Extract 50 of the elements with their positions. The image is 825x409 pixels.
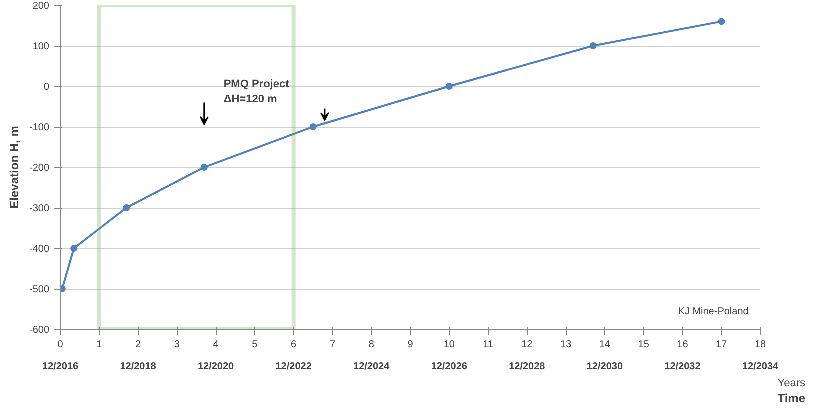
x-tick-label: 18	[754, 340, 766, 350]
x-tick-label: 8	[368, 340, 375, 350]
point	[590, 42, 597, 50]
y-tick-label: 0	[44, 82, 50, 93]
y-tick-label: -400	[29, 244, 50, 255]
point	[718, 18, 726, 26]
x2-tick-label: 12/2026	[431, 362, 468, 372]
point	[310, 124, 317, 130]
point	[200, 164, 208, 171]
x-tick-label: 6	[291, 340, 298, 350]
point	[446, 83, 453, 90]
x-tick-label: 9	[408, 340, 414, 350]
point	[70, 245, 78, 252]
x-tick-label: 13	[560, 340, 572, 350]
x-tick-label: 14	[599, 340, 611, 350]
x2-tick-label: 12/2028	[509, 362, 546, 372]
x-tick-label: 3	[174, 340, 180, 350]
x-tick-label: 15	[638, 340, 650, 350]
x-tick-label: 12	[522, 340, 534, 350]
x-tick-label: 5	[252, 340, 258, 350]
annotation: PMQ Project ΔH=120 m	[224, 78, 290, 106]
x-tick-label: 4	[213, 340, 220, 350]
annotation: KJ Mine-Poland	[678, 306, 749, 318]
x2-tick-label: 12/2018	[120, 362, 157, 372]
x-tick-label: 11	[483, 340, 494, 350]
x2-axis-title: Time	[778, 392, 806, 406]
x-tick-label: 0	[58, 340, 64, 350]
y-tick-label: -200	[29, 163, 50, 174]
x2-tick-label: 12/2032	[664, 362, 702, 372]
point	[123, 204, 130, 212]
y-tick-label: -300	[29, 204, 50, 214]
y-tick-label: 200	[32, 1, 50, 12]
x2-tick-label: 12/2020	[198, 362, 235, 372]
y-tick-label: 100	[32, 42, 50, 52]
x-tick-label: 7	[330, 340, 336, 350]
x-tick-label: 2	[135, 340, 142, 350]
y-tick-label: -500	[29, 284, 50, 296]
y-tick-label: -100	[29, 122, 50, 134]
x-tick-label: 16	[677, 340, 689, 350]
y-axis-title: Elevation H, m	[7, 126, 22, 209]
x2-tick-label: 12/2016	[42, 362, 80, 372]
x-tick-label: 10	[444, 340, 456, 350]
x2-tick-label: 12/2034	[742, 362, 780, 372]
x-tick-label: 17	[716, 340, 728, 350]
x2-tick-label: 12/2030	[586, 362, 624, 372]
x-tick-label: 1	[96, 340, 103, 350]
x2-tick-label: 12/2022	[276, 362, 312, 372]
x2-tick-label: 12/2024	[354, 362, 390, 372]
y-tick-label: -600	[29, 325, 50, 336]
x-axis-title: Years	[778, 378, 806, 390]
